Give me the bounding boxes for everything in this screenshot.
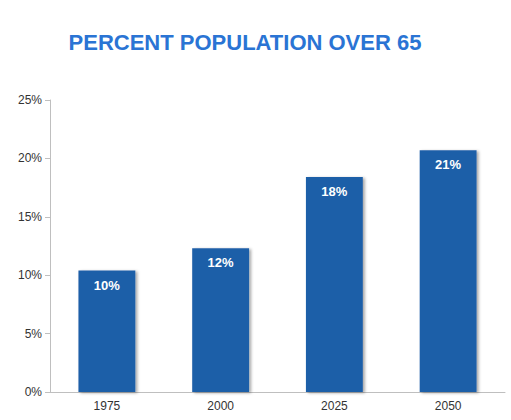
svg-text:21%: 21% [435,157,461,172]
svg-text:10%: 10% [18,268,42,282]
svg-text:15%: 15% [18,210,42,224]
svg-text:18%: 18% [321,184,347,199]
svg-text:25%: 25% [18,93,42,107]
svg-text:5%: 5% [25,327,43,341]
svg-text:0%: 0% [25,385,43,399]
svg-text:12%: 12% [208,255,234,270]
svg-text:1975: 1975 [94,399,121,413]
svg-text:2050: 2050 [435,399,462,413]
svg-text:PERCENT POPULATION OVER 65: PERCENT POPULATION OVER 65 [69,30,422,55]
svg-text:20%: 20% [18,151,42,165]
svg-text:2025: 2025 [321,399,348,413]
svg-text:10%: 10% [94,278,120,293]
svg-text:2000: 2000 [207,399,234,413]
